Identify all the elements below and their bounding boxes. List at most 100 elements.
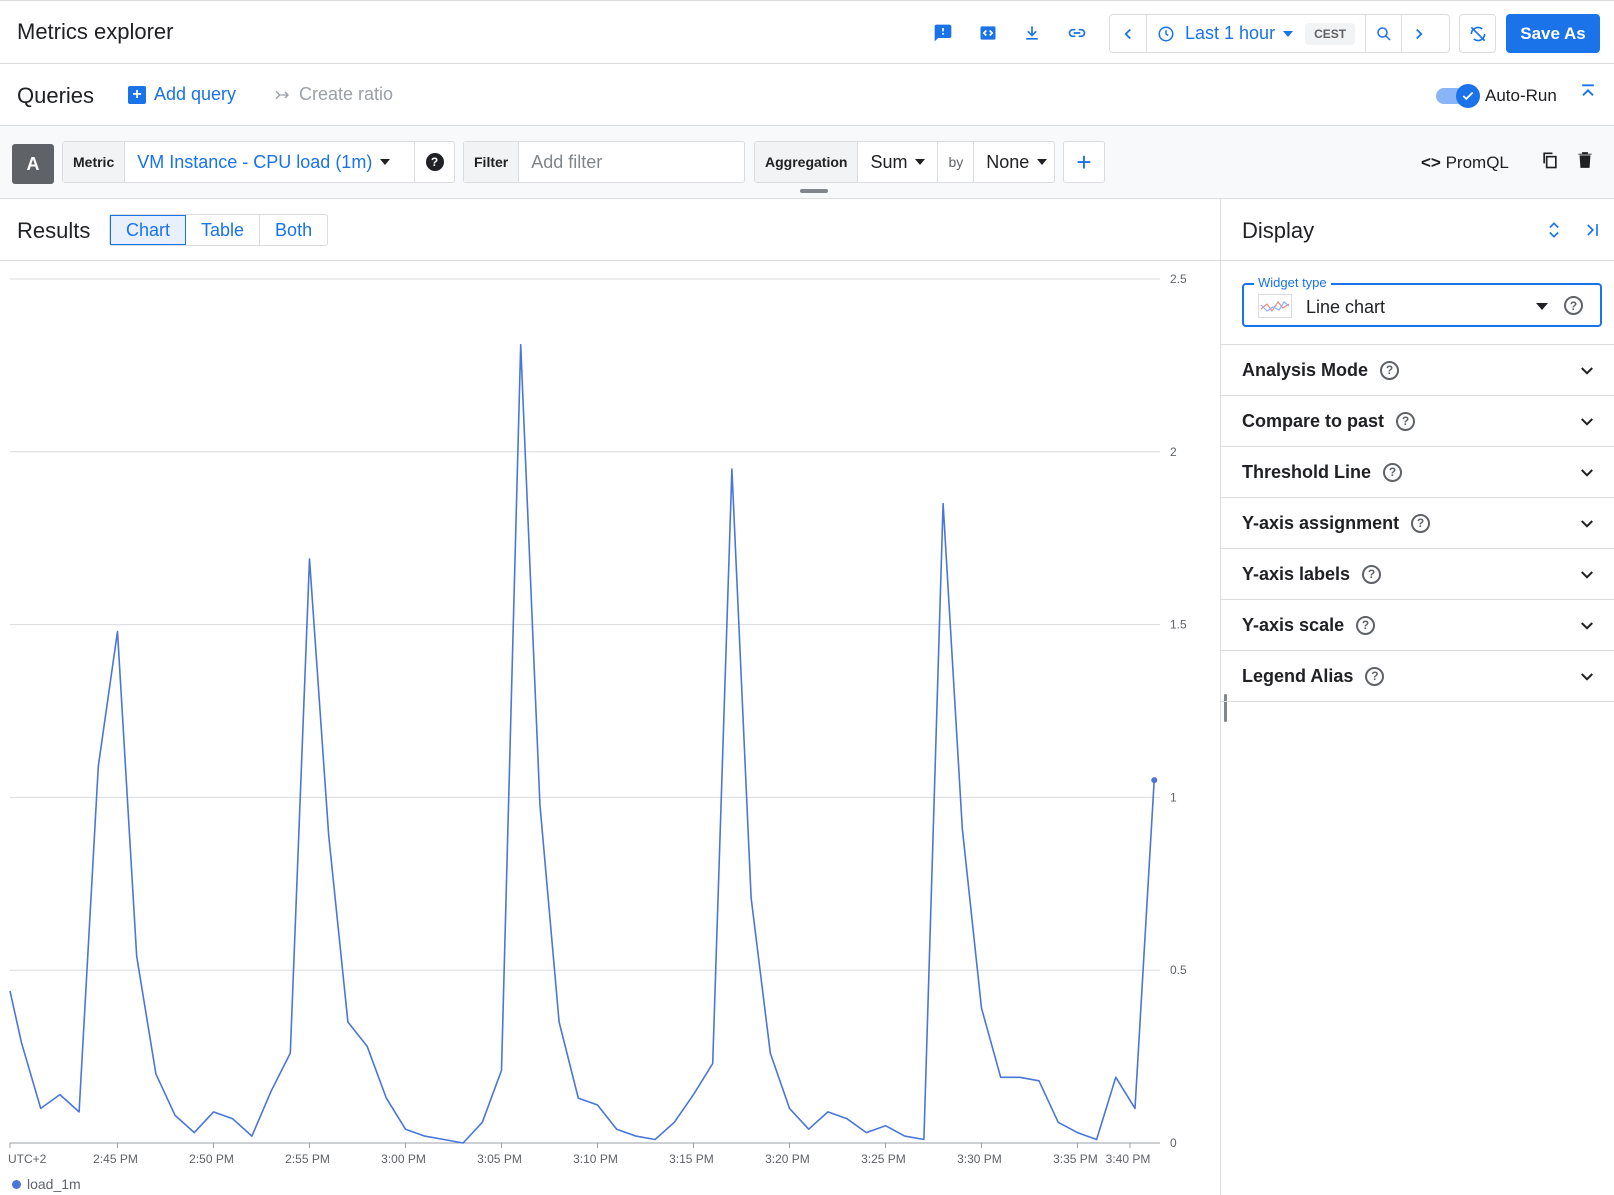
- copy-icon[interactable]: [1534, 144, 1566, 176]
- y-tick-label: 0.5: [1170, 963, 1187, 977]
- next-time-icon[interactable]: [1402, 15, 1436, 52]
- chevron-down-icon: [1581, 571, 1593, 579]
- widget-type-value: Line chart: [1306, 297, 1386, 317]
- chevron-down-icon: [1581, 367, 1593, 375]
- queries-title: Queries: [17, 83, 95, 108]
- chart-legend[interactable]: load_1m: [12, 1176, 81, 1192]
- by-label: by: [938, 142, 975, 182]
- accordion-section-label: Compare to past: [1242, 410, 1385, 431]
- accordion-section-label: Y-axis labels: [1242, 563, 1351, 584]
- tab-table[interactable]: Table: [186, 215, 261, 245]
- filter-field[interactable]: Filter Add filter: [463, 141, 745, 183]
- help-icon[interactable]: ?: [1365, 666, 1385, 686]
- query-letter[interactable]: A: [12, 144, 54, 184]
- results-title: Results: [17, 218, 91, 243]
- check-icon: [1456, 84, 1480, 108]
- timezone-badge[interactable]: CEST: [1305, 22, 1356, 45]
- help-icon[interactable]: ?: [1383, 462, 1403, 482]
- help-icon[interactable]: ?: [1564, 296, 1583, 315]
- series-line-load_1m: [9, 343, 1155, 1144]
- delete-icon[interactable]: [1569, 144, 1601, 176]
- help-icon[interactable]: ?: [1380, 360, 1400, 380]
- display-panel: Display Widget type Line chart ? Analysi…: [1220, 199, 1614, 1195]
- app-title: Metrics explorer: [17, 19, 174, 44]
- resize-handle[interactable]: [800, 189, 828, 193]
- metric-selector[interactable]: Metric VM Instance - CPU load (1m) ?: [62, 141, 455, 183]
- download-icon[interactable]: [1016, 17, 1048, 49]
- auto-run-toggle[interactable]: [1436, 83, 1480, 108]
- line-chart-icon: [1258, 294, 1292, 318]
- x-tick-label: 3:05 PM: [477, 1152, 522, 1166]
- y-tick-label: 1: [1170, 790, 1177, 804]
- accordion-section[interactable]: Y-axis scale?: [1221, 600, 1614, 651]
- accordion-section[interactable]: Analysis Mode?: [1221, 345, 1614, 396]
- accordion-section[interactable]: Legend Alias?: [1221, 651, 1614, 702]
- metric-label: Metric: [63, 142, 126, 182]
- chevron-down-icon: [1536, 303, 1548, 310]
- chevron-down-icon: [380, 159, 391, 165]
- y-tick-label: 2: [1170, 445, 1177, 459]
- last-point-marker: [1151, 777, 1158, 784]
- group-by-select[interactable]: None: [974, 152, 1059, 173]
- add-query-button[interactable]: + Add query: [128, 84, 236, 105]
- metric-value[interactable]: VM Instance - CPU load (1m): [125, 152, 414, 173]
- previous-time-icon[interactable]: [1110, 15, 1146, 52]
- help-icon[interactable]: ?: [1356, 615, 1376, 635]
- widget-type-label: Widget type: [1254, 275, 1331, 290]
- results-header: Results Chart Table Both: [0, 199, 1220, 261]
- auto-run-label: Auto-Run: [1485, 86, 1557, 105]
- y-tick-label: 2.5: [1170, 272, 1187, 286]
- group-by-value: None: [986, 151, 1030, 172]
- collapse-icon[interactable]: [1578, 82, 1598, 107]
- x-tick-label: 3:40 PM: [1106, 1152, 1151, 1166]
- tab-both[interactable]: Both: [275, 219, 313, 240]
- metric-value-text: VM Instance - CPU load (1m): [137, 151, 373, 172]
- save-as-button[interactable]: Save As: [1506, 14, 1600, 53]
- x-tick-label: 2:45 PM: [93, 1152, 138, 1166]
- expand-collapse-icon[interactable]: [1538, 214, 1570, 246]
- arrow-merge-icon: [275, 90, 289, 99]
- accordion-section[interactable]: Y-axis labels?: [1221, 549, 1614, 600]
- time-range-label: Last 1 hour: [1185, 23, 1276, 43]
- accordion-section[interactable]: Compare to past?: [1221, 396, 1614, 447]
- help-icon[interactable]: ?: [1362, 564, 1382, 584]
- x-tick-label: 3:10 PM: [573, 1152, 618, 1166]
- metric-help-icon[interactable]: ?: [414, 142, 454, 182]
- close-panel-icon[interactable]: [1576, 214, 1608, 246]
- help-glyph: ?: [425, 153, 444, 171]
- add-query-label: Add query: [154, 84, 237, 104]
- results-view-toggle: Chart Table Both: [109, 214, 329, 246]
- accordion-section[interactable]: Y-axis assignment?: [1221, 498, 1614, 549]
- aggregation-select[interactable]: Sum: [858, 142, 939, 182]
- display-header: Display: [1221, 199, 1614, 261]
- promql-button[interactable]: <> PromQL: [1421, 153, 1509, 173]
- queries-bar: Queries + Add query Create ratio Auto-Ru…: [0, 64, 1614, 126]
- add-operation-button[interactable]: +: [1063, 141, 1105, 183]
- aggregation-value: Sum: [870, 151, 908, 172]
- zoom-icon[interactable]: [1366, 15, 1403, 52]
- accordion-section[interactable]: Threshold Line?: [1221, 447, 1614, 498]
- help-icon[interactable]: ?: [1396, 411, 1416, 431]
- x-tick-label: 3:20 PM: [765, 1152, 810, 1166]
- link-icon[interactable]: [1061, 17, 1093, 49]
- panel-splitter[interactable]: [1224, 694, 1227, 722]
- feedback-icon[interactable]: [927, 17, 959, 49]
- chevron-down-icon: [1037, 159, 1048, 165]
- clock-icon: [1158, 26, 1174, 41]
- accordion-section-label: Legend Alias: [1242, 665, 1354, 686]
- line-chart[interactable]: 0 0.5 1 1.5 2 2.5 UTC+2 2:45 PM 2:50 PM 2:55 PM 3:…: [0, 261, 1220, 1176]
- sync-off-icon[interactable]: [1459, 14, 1496, 53]
- time-range-picker[interactable]: Last 1 hour CEST: [1146, 15, 1367, 52]
- create-ratio-button[interactable]: Create ratio: [273, 84, 393, 105]
- chevron-down-icon: [1581, 622, 1593, 630]
- chevron-down-icon: [1581, 469, 1593, 477]
- accordion-section-label: Y-axis scale: [1242, 614, 1345, 635]
- y-tick-label: 1.5: [1170, 618, 1187, 632]
- widget-type-select[interactable]: Widget type Line chart ?: [1242, 275, 1602, 327]
- code-icon[interactable]: [972, 17, 1004, 49]
- aggregation-field[interactable]: Aggregation Sum by None: [754, 141, 1055, 183]
- filter-input[interactable]: Add filter: [531, 151, 603, 172]
- help-icon[interactable]: ?: [1411, 513, 1431, 533]
- tab-chart[interactable]: Chart: [110, 215, 187, 245]
- code-brackets-icon: <>: [1421, 153, 1441, 172]
